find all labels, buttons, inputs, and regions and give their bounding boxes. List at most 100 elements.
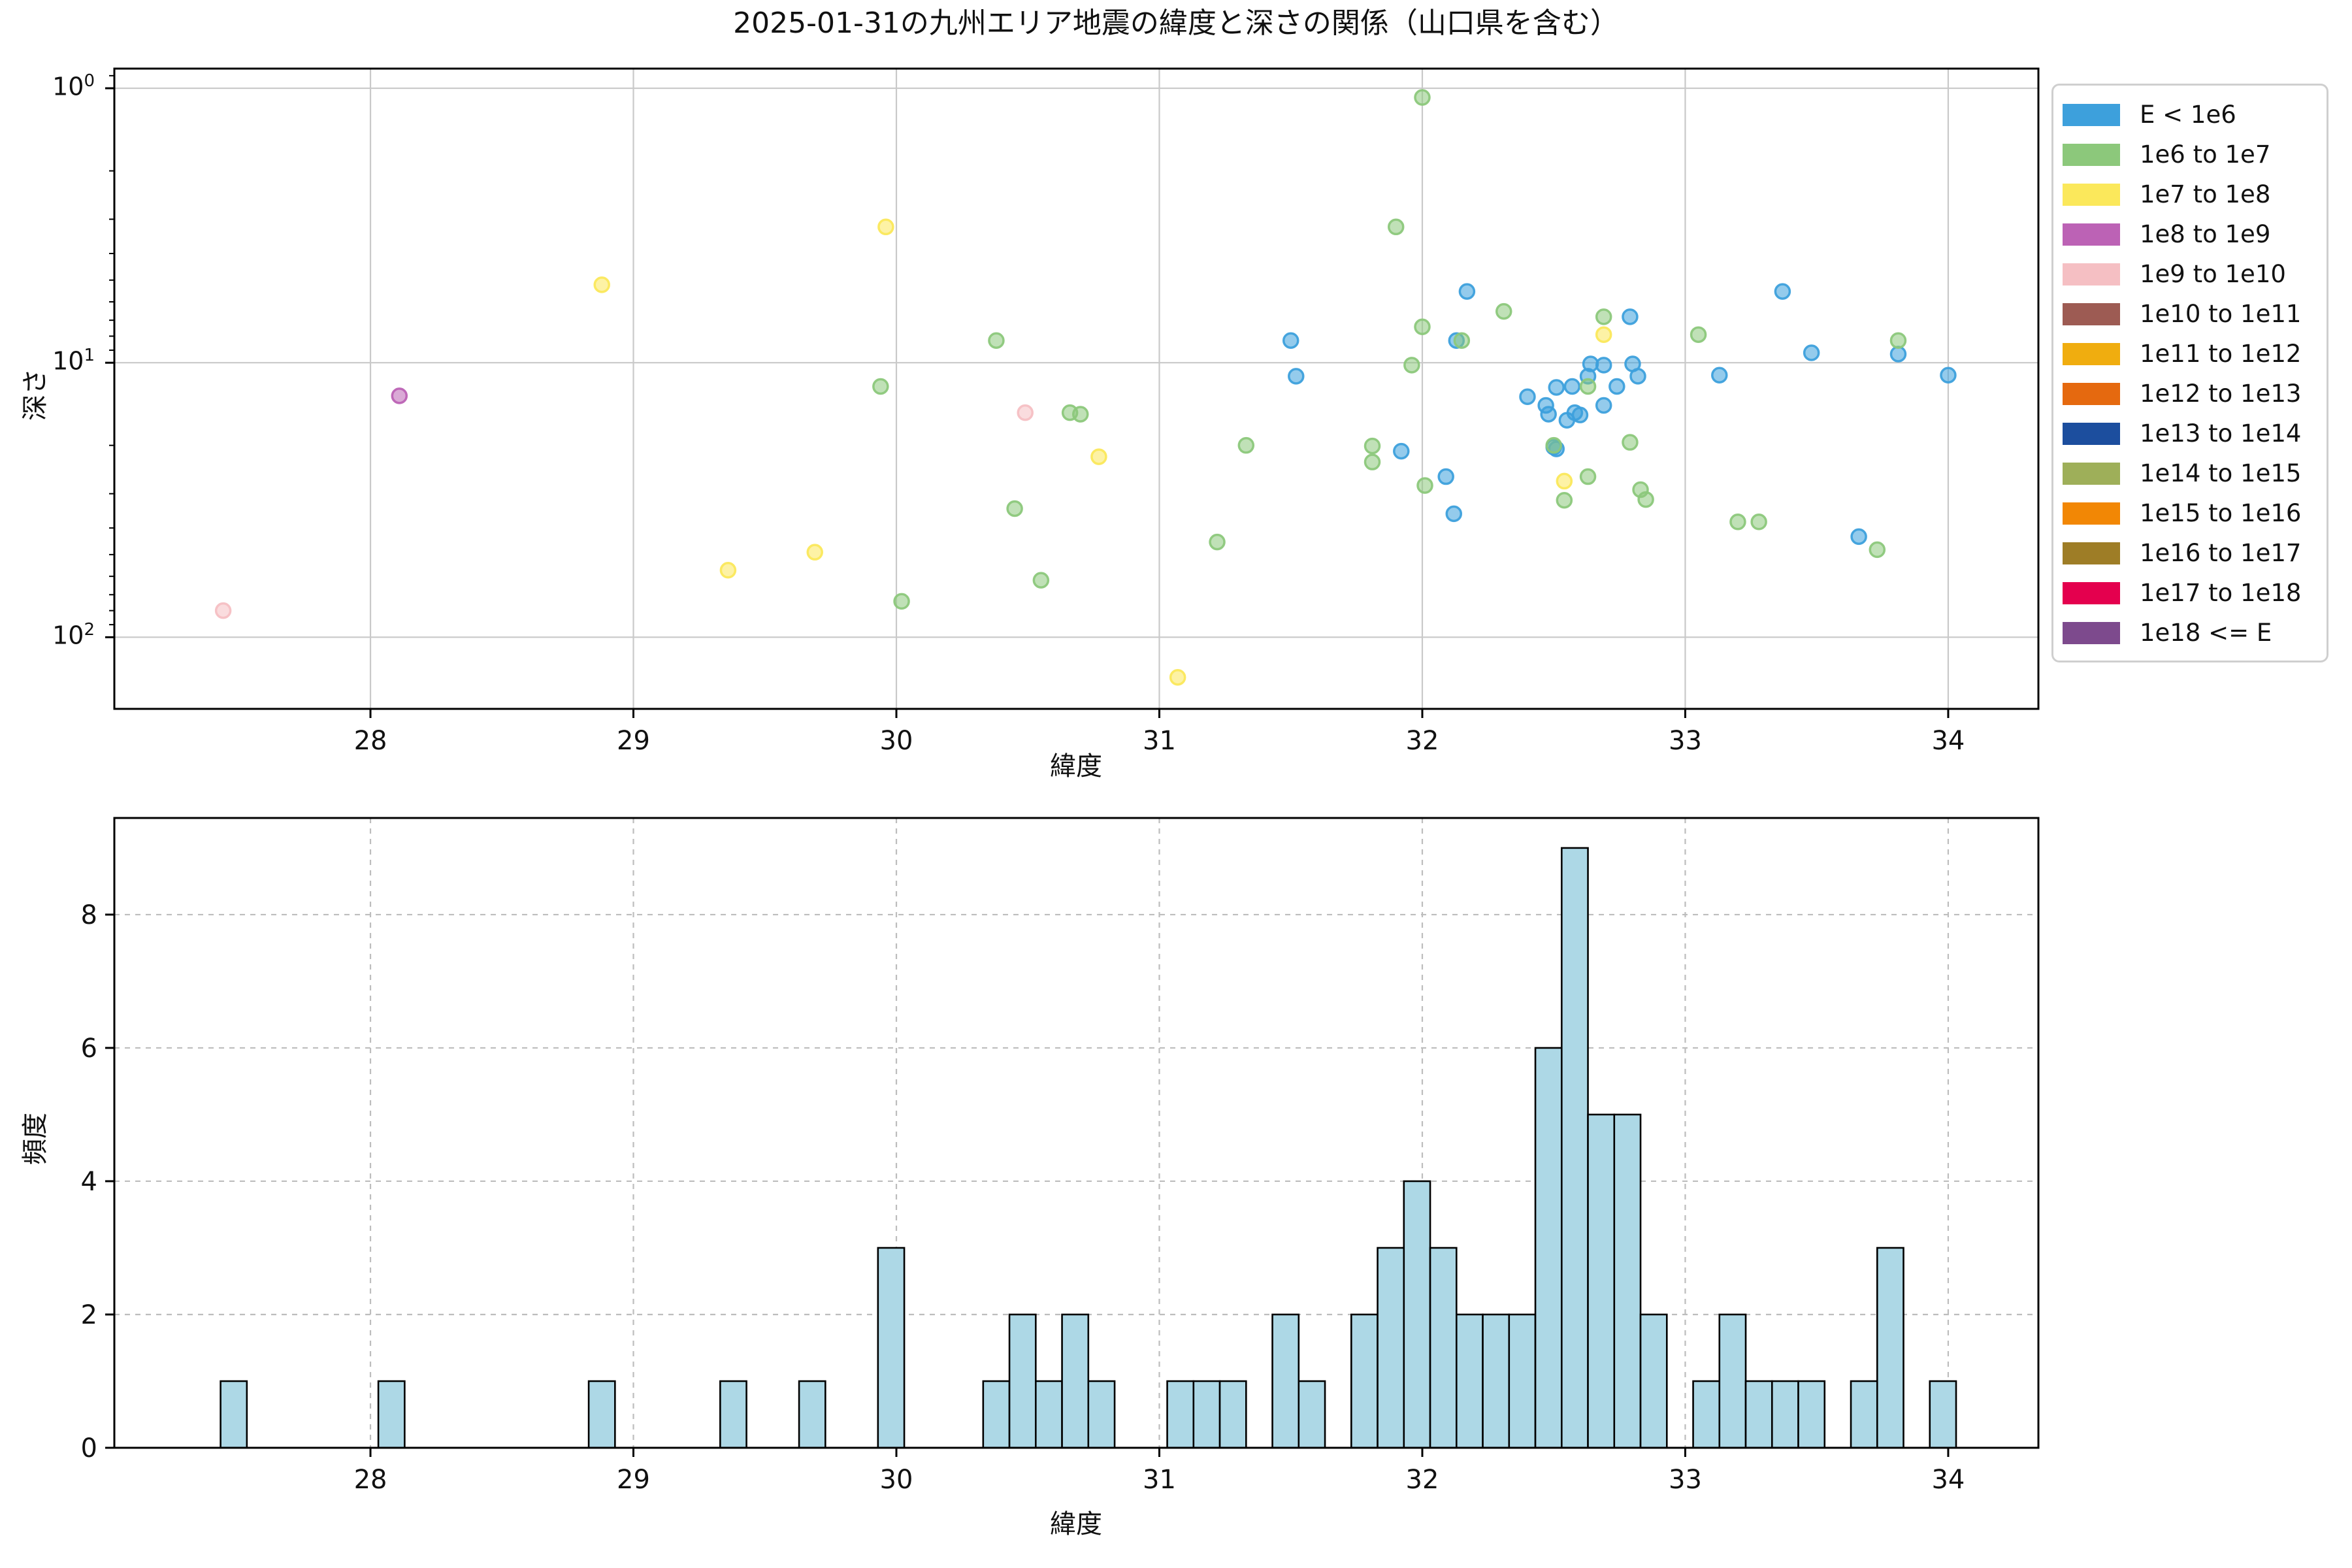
histogram-bar (1876, 1247, 1904, 1449)
legend-swatch-5 (2063, 302, 2120, 325)
scatter-frame (113, 67, 2040, 710)
histogram-bar (1035, 1380, 1063, 1449)
histogram-bar (1718, 1313, 1747, 1449)
scatter-point-series2 (806, 544, 823, 561)
scatter-point-series1 (1579, 378, 1597, 395)
scatter-point-series1 (1403, 357, 1420, 374)
legend-label-7: 1e12 to 1e13 (2140, 380, 2302, 408)
legend-box: E < 1e6 1e6 to 1e7 1e7 to 1e8 1e8 to 1e9 1e9… (2051, 84, 2328, 662)
legend-swatch-6 (2063, 342, 2120, 365)
scatter-point-series2 (593, 276, 610, 293)
histogram-bar (1166, 1380, 1195, 1449)
legend-label-3: 1e8 to 1e9 (2140, 220, 2271, 248)
legend-label-11: 1e16 to 1e17 (2140, 539, 2302, 567)
scatter-point-series1 (1364, 437, 1381, 455)
scatter-xtick-label: 29 (617, 726, 650, 756)
histogram-bar (1087, 1380, 1116, 1449)
legend-label-4: 1e9 to 1e10 (2140, 260, 2286, 288)
scatter-point-series0 (1519, 388, 1536, 405)
scatter-point-series1 (1690, 326, 1707, 343)
histogram-ytick-label: 2 (81, 1300, 97, 1330)
histogram-bar (1271, 1313, 1300, 1449)
scatter-point-series4 (1017, 404, 1034, 421)
legend-swatch-9 (2063, 462, 2120, 485)
scatter-point-series1 (1556, 491, 1573, 509)
histogram-bar (1218, 1380, 1247, 1449)
page-title: 2025-01-31の九州エリア地震の緯度と深さの関係（山口県を含む） (733, 7, 1619, 40)
histogram-ytick-label: 8 (81, 900, 97, 930)
scatter-point-series2 (1090, 448, 1107, 465)
legend-swatch-11 (2063, 542, 2120, 564)
legend-swatch-0 (2063, 103, 2120, 126)
histogram-bar (1744, 1380, 1773, 1449)
histogram-bar (1192, 1380, 1221, 1449)
scatter-xtick-label: 30 (880, 726, 913, 756)
histogram-bar (1797, 1380, 1826, 1449)
histogram-bar (377, 1380, 406, 1449)
scatter-point-series0 (1629, 368, 1646, 385)
histogram-xlabel: 緯度 (1050, 1509, 1102, 1539)
scatter-point-series1 (1545, 436, 1562, 454)
scatter-point-series0 (1622, 308, 1639, 325)
histogram-bar (1298, 1380, 1326, 1449)
scatter-xlabel: 緯度 (1050, 751, 1102, 781)
histogram-xtick-label: 28 (354, 1465, 387, 1495)
scatter-point-series0 (1595, 397, 1612, 414)
scatter-ylabel: 深さ (20, 368, 50, 421)
scatter-xtick-label: 34 (1931, 726, 1965, 756)
legend-label-1: 1e6 to 1e7 (2140, 140, 2271, 169)
scatter-point-series1 (988, 332, 1005, 349)
scatter-point-series1 (1414, 89, 1431, 106)
histogram-bar (1692, 1380, 1721, 1449)
scatter-point-series2 (719, 562, 737, 579)
scatter-point-series0 (1774, 283, 1791, 300)
histogram-xtick-label: 34 (1931, 1465, 1965, 1495)
scatter-point-series0 (1445, 505, 1463, 523)
scatter-point-series0 (1571, 406, 1589, 423)
scatter-point-series0 (1940, 367, 1957, 384)
legend-entry-12: 1e17 to 1e18 (2063, 573, 2327, 613)
scatter-point-series0 (1850, 528, 1867, 546)
histogram-bar (1534, 1047, 1563, 1449)
legend-entry-5: 1e10 to 1e11 (2063, 294, 2327, 334)
legend-swatch-10 (2063, 502, 2120, 525)
scatter-point-series1 (1414, 318, 1431, 336)
scatter-point-series1 (1453, 332, 1471, 349)
histogram-bar (587, 1380, 616, 1449)
scatter-point-series1 (1495, 302, 1512, 320)
legend-label-8: 1e13 to 1e14 (2140, 419, 2302, 448)
legend-swatch-1 (2063, 143, 2120, 166)
scatter-xtick-label: 32 (1406, 726, 1439, 756)
scatter-point-series1 (1889, 332, 1907, 349)
histogram-ytick-label: 0 (81, 1433, 97, 1463)
scatter-point-series1 (1637, 491, 1654, 508)
legend-label-5: 1e10 to 1e11 (2140, 300, 2302, 328)
scatter-point-series0 (1803, 344, 1820, 361)
scatter-point-series1 (1750, 514, 1767, 531)
legend-entry-7: 1e12 to 1e13 (2063, 374, 2327, 414)
histogram-bar (1850, 1380, 1878, 1449)
legend-entry-1: 1e6 to 1e7 (2063, 135, 2327, 174)
histogram-bar (1350, 1313, 1379, 1449)
histogram-bar (1403, 1180, 1431, 1449)
scatter-xtick-label: 31 (1143, 726, 1176, 756)
scatter-point-series0 (1540, 406, 1557, 423)
scatter-point-series1 (893, 593, 910, 610)
histogram-bar (1482, 1313, 1511, 1449)
scatter-xtick-label: 28 (354, 726, 387, 756)
scatter-point-series2 (877, 218, 894, 236)
legend-label-6: 1e11 to 1e12 (2140, 340, 2302, 368)
legend-swatch-4 (2063, 263, 2120, 286)
scatter-point-series0 (1595, 357, 1612, 374)
scatter-ytick-label: 100 (52, 71, 95, 101)
legend-entry-10: 1e15 to 1e16 (2063, 493, 2327, 533)
histogram-bar (719, 1380, 747, 1449)
histogram-bar (1639, 1313, 1668, 1449)
legend-swatch-13 (2063, 621, 2120, 644)
histogram-ytick-label: 6 (81, 1034, 97, 1064)
legend-swatch-8 (2063, 422, 2120, 445)
scatter-point-series0 (1548, 379, 1565, 396)
scatter-point-series0 (1609, 378, 1625, 395)
histogram-bar (1613, 1113, 1642, 1449)
